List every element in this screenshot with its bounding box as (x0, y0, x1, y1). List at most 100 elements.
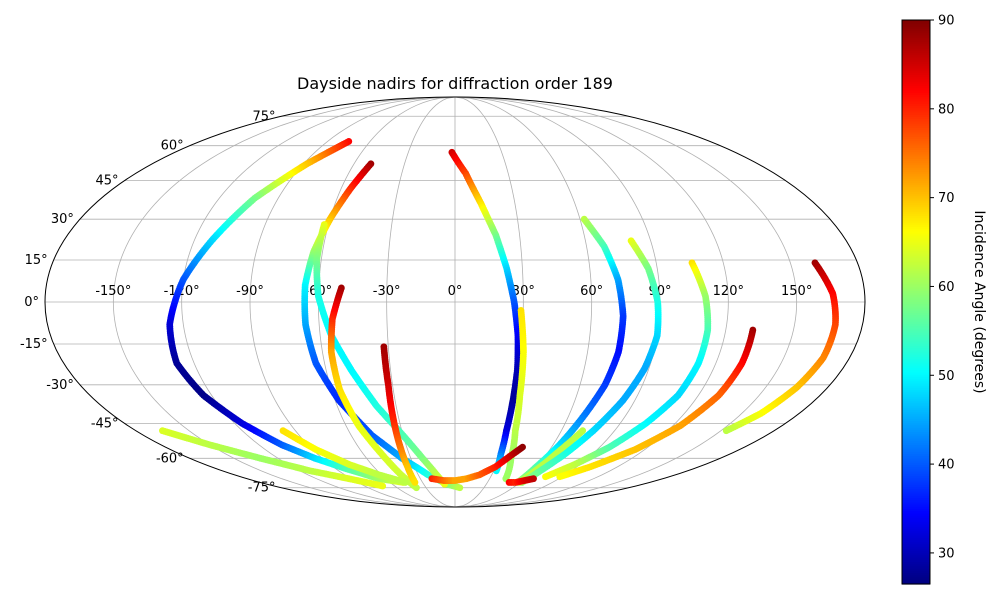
colorbar-segment (902, 506, 930, 510)
lat-tick-label: 0° (24, 295, 39, 310)
colorbar-segment (902, 90, 930, 94)
lat-tick-label: 15° (25, 253, 48, 268)
colorbar-segment (902, 169, 930, 173)
colorbar-segment (902, 341, 930, 345)
colorbar-segment (902, 480, 930, 484)
colorbar-segment (902, 116, 930, 120)
colorbar-tick-label: 50 (938, 369, 955, 384)
scatter-point (456, 484, 464, 492)
colorbar-segment (902, 180, 930, 184)
colorbar-segment (902, 273, 930, 277)
colorbar-segment (902, 359, 930, 363)
colorbar-segment (902, 482, 930, 486)
colorbar-segment (902, 97, 930, 100)
colorbar-segment (902, 440, 930, 444)
colorbar-segment (902, 176, 930, 180)
colorbar-segment (902, 205, 930, 208)
colorbar-segment (902, 233, 930, 237)
colorbar-segment (902, 262, 930, 266)
longitude-gridline (454, 96, 729, 508)
colorbar-segment (902, 136, 930, 140)
colorbar-segment (902, 288, 930, 292)
colorbar-segment (902, 24, 930, 28)
colorbar-segment (902, 138, 930, 142)
lon-tick-label: -30° (373, 284, 401, 299)
colorbar-segment (902, 535, 930, 539)
lat-tick-label: 45° (96, 174, 119, 189)
colorbar-segment (902, 81, 930, 85)
colorbar-segment (902, 401, 930, 404)
colorbar-segment (902, 132, 930, 136)
colorbar-segment (902, 332, 930, 336)
colorbar-segment (902, 64, 930, 67)
colorbar-segment (902, 83, 930, 87)
colorbar-segment (902, 33, 930, 37)
colorbar-segment (902, 517, 930, 521)
chart-title: Dayside nadirs for diffraction order 189 (297, 74, 613, 93)
colorbar-segment (902, 114, 930, 118)
colorbar-segment (902, 286, 930, 290)
colorbar-segment (902, 368, 930, 371)
longitude-gridline (181, 96, 456, 508)
colorbar-tick-label: 30 (938, 546, 955, 561)
colorbar-segment (902, 493, 930, 497)
colorbar-segment (902, 141, 930, 144)
lat-tick-label: -60° (156, 451, 184, 466)
colorbar-segment (902, 218, 930, 222)
colorbar-segment (902, 211, 930, 215)
colorbar-segment (902, 194, 930, 197)
colorbar-segment (902, 127, 930, 131)
map-grid (45, 96, 865, 508)
colorbar-segment (902, 299, 930, 303)
colorbar-segment (902, 447, 930, 451)
colorbar-segment (902, 491, 930, 495)
colorbar-segment (902, 216, 930, 219)
colorbar-segment (902, 46, 930, 50)
colorbar-segment (902, 321, 930, 325)
colorbar-segment (902, 68, 930, 72)
colorbar-segment (902, 568, 930, 572)
colorbar: 30 40 50 60 70 80 90 (901, 14, 955, 585)
colorbar-segment (902, 147, 930, 151)
colorbar-segment (902, 209, 930, 213)
colorbar-tick-label: 40 (938, 458, 955, 473)
colorbar-segment (902, 363, 930, 367)
colorbar-segment (902, 297, 930, 301)
colorbar-segment (902, 365, 930, 369)
colorbar-segment (902, 513, 930, 517)
colorbar-segment (902, 489, 930, 493)
scatter-point (542, 473, 549, 481)
colorbar-segment (902, 454, 930, 457)
colorbar-segment (902, 451, 930, 455)
colorbar-segment (902, 337, 930, 341)
colorbar-segment (902, 275, 930, 279)
colorbar-segment (902, 390, 930, 393)
colorbar-segment (902, 398, 930, 402)
colorbar-segment (902, 348, 930, 352)
colorbar-segment (902, 317, 930, 321)
colorbar-segment (902, 293, 930, 296)
colorbar-segment (902, 531, 930, 534)
colorbar-segment (902, 130, 930, 133)
colorbar-segment (902, 50, 930, 54)
lat-tick-label: 30° (51, 212, 74, 227)
colorbar-segment (902, 504, 930, 508)
colorbar-segment (902, 59, 930, 63)
colorbar-segment (902, 231, 930, 235)
colorbar-segment (902, 520, 930, 523)
colorbar-segment (902, 79, 930, 83)
colorbar-segment (902, 28, 930, 32)
colorbar-segment (902, 431, 930, 435)
colorbar-segment (902, 445, 930, 448)
colorbar-segment (902, 425, 930, 429)
colorbar-segment (902, 555, 930, 559)
colorbar-segment (902, 257, 930, 261)
lat-tick-label: -15° (20, 337, 48, 352)
colorbar-segment (902, 187, 930, 191)
colorbar-segment (902, 564, 930, 567)
colorbar-segment (902, 251, 930, 255)
colorbar-segment (902, 222, 930, 226)
colorbar-segment (902, 282, 930, 285)
colorbar-segment (902, 174, 930, 178)
colorbar-segment (902, 55, 930, 59)
